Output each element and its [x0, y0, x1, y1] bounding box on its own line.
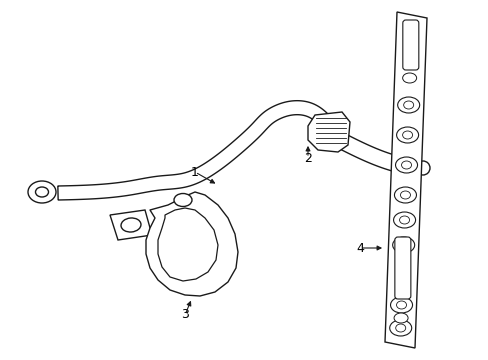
Ellipse shape — [394, 187, 416, 203]
Ellipse shape — [28, 181, 56, 203]
FancyBboxPatch shape — [394, 237, 410, 299]
Ellipse shape — [402, 73, 416, 83]
Text: 3: 3 — [181, 309, 188, 321]
Text: 2: 2 — [304, 152, 311, 165]
Polygon shape — [58, 101, 341, 200]
Ellipse shape — [396, 127, 418, 143]
Ellipse shape — [121, 218, 141, 232]
Ellipse shape — [390, 297, 412, 313]
Ellipse shape — [395, 324, 405, 332]
Polygon shape — [384, 12, 426, 348]
Ellipse shape — [402, 131, 412, 139]
Ellipse shape — [400, 191, 409, 199]
Ellipse shape — [415, 161, 429, 175]
Ellipse shape — [401, 161, 411, 169]
Ellipse shape — [396, 301, 406, 309]
Text: 4: 4 — [355, 242, 363, 255]
Ellipse shape — [389, 320, 411, 336]
Polygon shape — [307, 112, 349, 152]
Polygon shape — [110, 210, 152, 240]
Polygon shape — [158, 208, 218, 281]
Ellipse shape — [398, 241, 408, 249]
Ellipse shape — [393, 313, 407, 323]
Ellipse shape — [392, 237, 414, 253]
Text: 1: 1 — [191, 166, 199, 179]
Ellipse shape — [393, 212, 415, 228]
Ellipse shape — [403, 101, 413, 109]
Polygon shape — [325, 128, 420, 176]
Ellipse shape — [174, 194, 192, 207]
Ellipse shape — [397, 97, 419, 113]
Ellipse shape — [36, 187, 48, 197]
Polygon shape — [146, 192, 238, 296]
Ellipse shape — [395, 157, 417, 173]
Ellipse shape — [399, 216, 409, 224]
FancyBboxPatch shape — [402, 20, 418, 70]
